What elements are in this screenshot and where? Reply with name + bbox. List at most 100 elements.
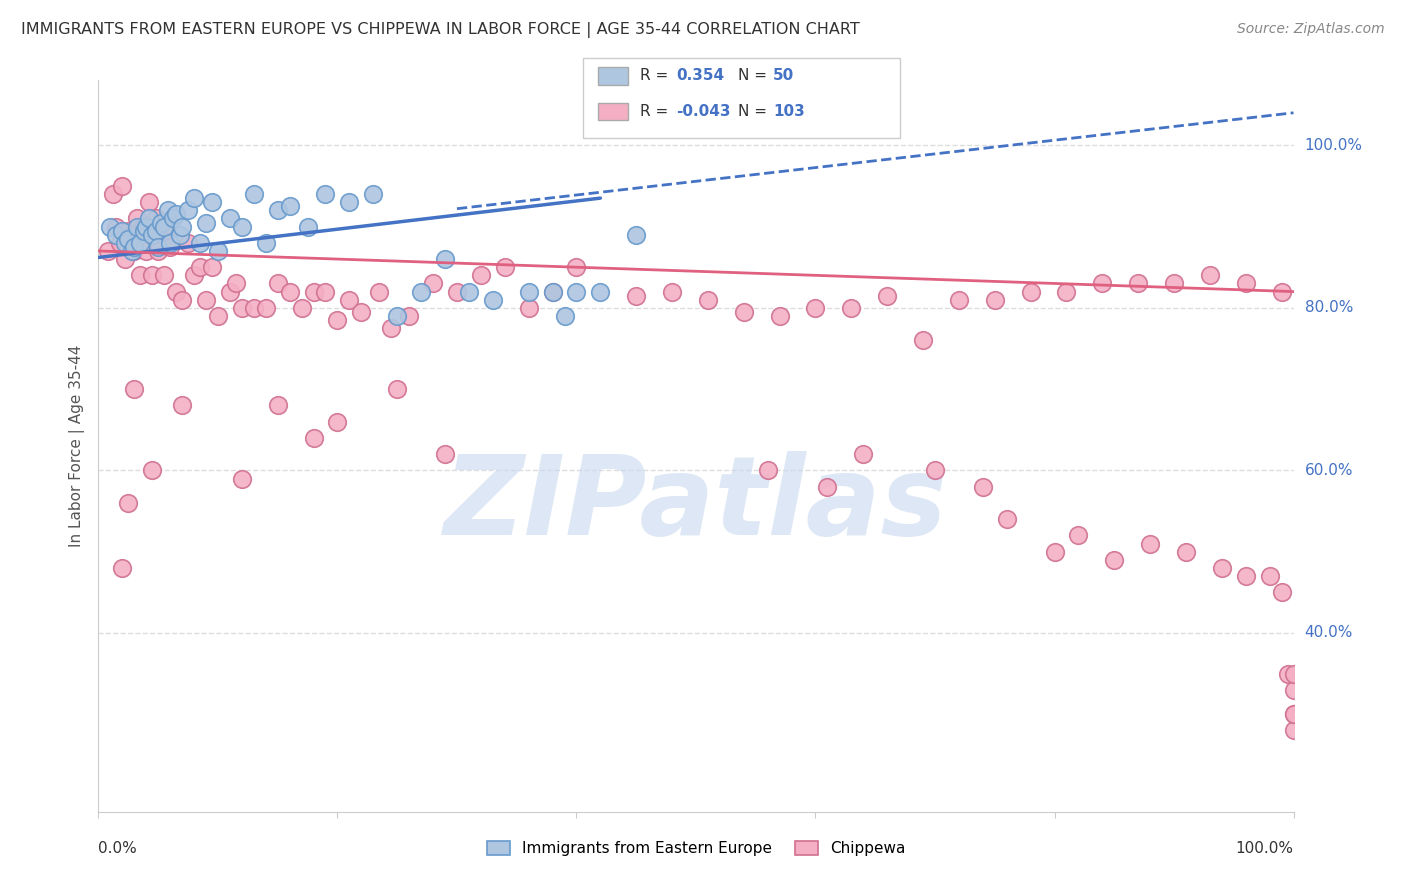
Point (278, 285, 301, 299)
Point (458, 285, 481, 299)
Point (156, 227, 179, 242)
Text: 40.0%: 40.0% (1305, 625, 1353, 640)
Point (1282, 707, 1305, 722)
Point (183, 191, 205, 205)
Point (1104, 553, 1126, 567)
Point (141, 227, 163, 242)
Point (162, 211, 184, 226)
Point (165, 207, 187, 221)
Point (1234, 569, 1257, 583)
Point (159, 235, 181, 250)
Point (148, 240, 170, 254)
Point (565, 285, 588, 299)
Text: N =: N = (738, 104, 768, 119)
Point (852, 447, 875, 461)
Point (177, 235, 200, 250)
Point (297, 219, 319, 234)
Point (135, 244, 157, 258)
Point (131, 219, 153, 234)
Point (114, 235, 136, 250)
Point (1199, 268, 1222, 283)
Point (267, 398, 290, 412)
Point (1163, 277, 1185, 291)
Point (138, 195, 160, 210)
Point (125, 219, 148, 234)
Legend: Immigrants from Eastern Europe, Chippewa: Immigrants from Eastern Europe, Chippewa (481, 835, 911, 863)
Point (1277, 666, 1299, 681)
Point (165, 285, 187, 299)
Point (132, 224, 155, 238)
Point (97, 244, 120, 258)
Point (124, 244, 146, 258)
Point (219, 211, 242, 226)
Text: 100.0%: 100.0% (1236, 841, 1294, 856)
Point (125, 211, 148, 226)
Point (911, 334, 934, 348)
Point (124, 240, 146, 254)
Point (1258, 569, 1281, 583)
Point (481, 293, 505, 307)
Point (172, 219, 194, 234)
Point (111, 178, 134, 193)
Point (1056, 285, 1078, 299)
Text: 60.0%: 60.0% (1305, 463, 1353, 478)
Point (363, 187, 385, 202)
Point (267, 277, 290, 291)
Point (385, 382, 409, 396)
Point (207, 309, 229, 323)
Text: IMMIGRANTS FROM EASTERN EUROPE VS CHIPPEWA IN LABOR FORCE | AGE 35-44 CORRELATIO: IMMIGRANTS FROM EASTERN EUROPE VS CHIPPE… (21, 22, 860, 38)
Point (841, 301, 863, 315)
Point (1128, 277, 1150, 291)
Point (1019, 285, 1042, 299)
Point (661, 285, 683, 299)
Point (565, 260, 588, 275)
Point (350, 305, 373, 319)
Point (169, 227, 191, 242)
Text: 50: 50 (773, 69, 794, 83)
Text: N =: N = (738, 69, 768, 83)
Point (243, 187, 266, 202)
Point (1091, 277, 1114, 291)
Point (201, 260, 224, 275)
Point (172, 398, 194, 412)
Point (924, 463, 946, 477)
Point (1139, 536, 1161, 550)
Y-axis label: In Labor Force | Age 35-44: In Labor Force | Age 35-44 (69, 345, 84, 547)
Point (339, 293, 361, 307)
Point (141, 268, 163, 283)
Point (188, 235, 211, 250)
Point (278, 199, 301, 213)
Text: R =: R = (640, 69, 668, 83)
Point (517, 301, 540, 315)
Point (1043, 544, 1066, 558)
Point (121, 244, 143, 258)
Point (339, 195, 361, 210)
Point (1271, 585, 1294, 599)
Point (111, 561, 134, 575)
Point (326, 415, 349, 429)
Point (231, 471, 253, 485)
Point (697, 293, 720, 307)
Point (326, 313, 349, 327)
Point (105, 219, 128, 234)
Point (411, 285, 433, 299)
Point (159, 240, 181, 254)
Point (108, 235, 131, 250)
Point (1175, 544, 1198, 558)
Point (105, 227, 128, 242)
Point (145, 224, 167, 238)
Point (768, 309, 790, 323)
Point (121, 227, 143, 242)
Point (948, 293, 970, 307)
Point (315, 285, 337, 299)
Point (172, 293, 194, 307)
Point (1234, 277, 1257, 291)
Point (231, 219, 253, 234)
Point (267, 203, 290, 218)
Text: -0.043: -0.043 (676, 104, 731, 119)
Point (129, 235, 152, 250)
Point (470, 268, 492, 283)
Point (422, 277, 444, 291)
Point (398, 309, 420, 323)
Point (148, 244, 170, 258)
